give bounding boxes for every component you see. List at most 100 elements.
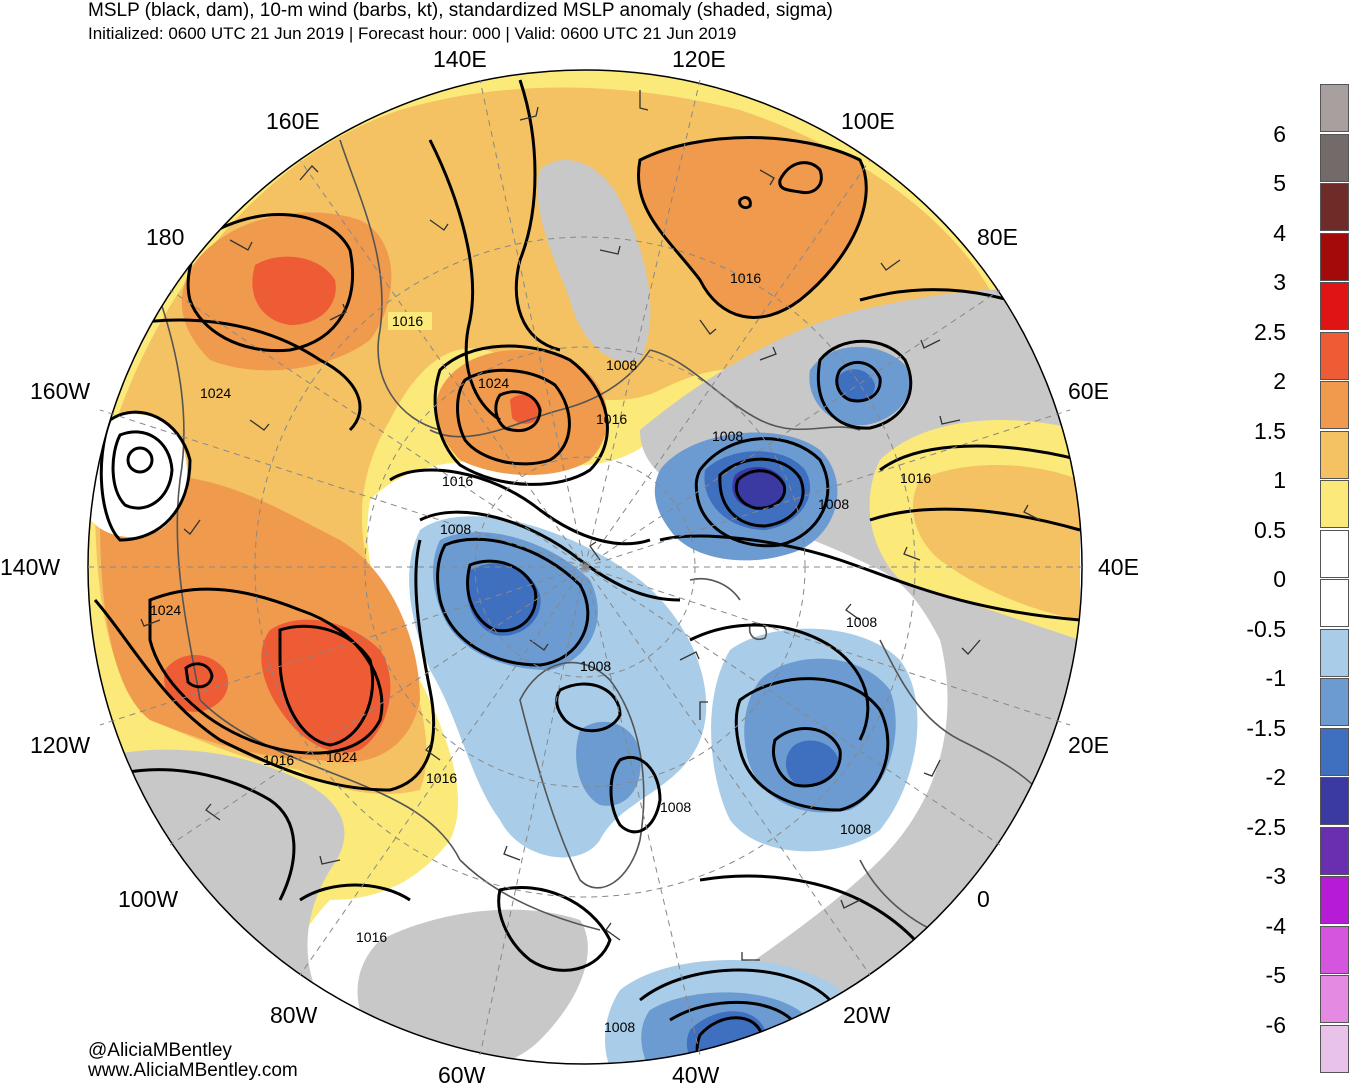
isobar-label: 1024 (326, 749, 357, 765)
colorbar-label: 2 (1273, 368, 1286, 394)
lon-label-80w: 80W (270, 1002, 318, 1028)
lon-label-140e: 140E (433, 46, 487, 72)
colorbar-label: 2.5 (1254, 318, 1286, 345)
anomaly-neg-1-5-greenland (466, 563, 541, 636)
colorbar-label: -1.5 (1246, 714, 1286, 741)
isobar-label: 1016 (442, 473, 473, 489)
isobar-label: 1008 (580, 658, 611, 674)
anomaly-gray-canada (88, 749, 345, 1064)
colorbar-label: -2.5 (1246, 813, 1286, 840)
anomaly-neg-1-baffin (576, 721, 641, 806)
lon-label-40w: 40W (672, 1062, 720, 1088)
isobar-label: 1008 (846, 614, 877, 630)
colorbar-swatch (1320, 232, 1349, 281)
isobar-label: 1016 (263, 752, 294, 768)
colorbar-swatch (1320, 975, 1349, 1023)
isobar-label: 1016 (356, 929, 387, 945)
anomaly-gray-laptev (537, 160, 651, 362)
colorbar-label: -0.5 (1246, 615, 1286, 642)
colorbar-swatch (1320, 84, 1349, 132)
anomaly-neg-2-barents (732, 466, 786, 509)
anomaly-pos-1-scandinavia (912, 465, 1080, 620)
colorbar-label: 0 (1273, 566, 1286, 592)
lon-label-80e: 80E (977, 224, 1018, 250)
polar-map: 1016 1008 1016 1024 1016 1024 1008 1016 … (87, 69, 1083, 1065)
lon-label-0: 0 (977, 886, 990, 912)
colorbar-swatch (1320, 727, 1349, 776)
credit-handle: @AliciaMBentley (88, 1040, 232, 1061)
colorbar-swatch (1320, 282, 1349, 330)
colorbar-label: 0.5 (1254, 516, 1286, 543)
lon-label-160w: 160W (30, 378, 91, 404)
lon-label-40e: 40E (1098, 554, 1139, 580)
lon-label-100w: 100W (118, 886, 179, 912)
colorbar-swatch (1320, 628, 1349, 677)
lon-label-140w: 140W (0, 554, 61, 580)
colorbar-label: 1 (1273, 467, 1286, 493)
isobar-label: 1024 (200, 385, 231, 401)
lon-label-20w: 20W (843, 1002, 891, 1028)
colorbar-label: -5 (1265, 962, 1286, 988)
isobar-label: 1016 (392, 313, 423, 329)
anomaly-pos-2-west-small (164, 655, 229, 712)
anomaly-pos-2-west (261, 619, 391, 753)
anomaly-neg-1-5-kara-low (837, 369, 875, 402)
isobar-label: 1008 (604, 1019, 635, 1035)
lon-label-120w: 120W (30, 732, 91, 758)
colorbar-swatch (1320, 925, 1349, 974)
colorbar-label: 1.5 (1254, 417, 1286, 444)
colorbar-label: 4 (1273, 219, 1286, 246)
isobar-label: 1008 (660, 799, 691, 815)
lon-label-20e: 20E (1068, 732, 1109, 758)
isobar-label: 1016 (596, 411, 627, 427)
graticule (88, 79, 1082, 1056)
isobar-label: 1008 (840, 821, 871, 837)
isobar-label: 1016 (426, 770, 457, 786)
colorbar-swatch (1320, 133, 1349, 182)
lon-label-160e: 160E (266, 108, 320, 134)
colorbar-swatch (1320, 876, 1349, 924)
isobar-label: 1024 (478, 375, 509, 391)
anomaly-pos-2-arctic-high (510, 394, 542, 424)
colorbar-swatch (1320, 480, 1349, 528)
colorbar-swatch (1320, 430, 1349, 479)
lon-label-60e: 60E (1068, 378, 1109, 404)
isobar-label: 1008 (440, 521, 471, 537)
anomaly-gray-atlantic (357, 909, 588, 1064)
colorbar-label: -1 (1265, 665, 1286, 691)
chart-subtitle: Initialized: 0600 UTC 21 Jun 2019 | Fore… (88, 24, 737, 43)
isobar-label: 1024 (150, 602, 181, 618)
colorbar-swatch (1320, 381, 1349, 429)
isobar-label: 1008 (818, 496, 849, 512)
isobars (93, 79, 1081, 1064)
colorbar-label: -3 (1265, 863, 1286, 889)
credit-website: www.AliciaMBentley.com (88, 1060, 298, 1081)
wind-barbs (140, 81, 1041, 961)
colorbar-swatch (1320, 826, 1349, 875)
colorbar-label: -6 (1265, 1011, 1286, 1038)
anomaly-pos-2-siberia (252, 256, 336, 325)
colorbar-label: 5 (1273, 170, 1286, 196)
lon-label-60w: 60W (438, 1062, 486, 1088)
isobar-label: 1016 (730, 270, 761, 286)
colorbar-label: 3 (1273, 269, 1286, 295)
colorbar-swatch (1320, 529, 1349, 578)
colorbar-swatch (1320, 1024, 1349, 1073)
colorbar-swatch (1320, 331, 1349, 380)
colorbar-label: 6 (1273, 120, 1286, 147)
isobar-label: 1008 (712, 428, 743, 444)
anomaly-neutral-pacific-high (88, 414, 187, 538)
chart-title: MSLP (black, dam), 10-m wind (barbs, kt)… (88, 0, 833, 21)
lon-label-180: 180 (146, 224, 185, 250)
anomaly-neg-1-5-iceland (785, 740, 839, 787)
lon-label-120e: 120E (672, 46, 726, 72)
colorbar-label: -4 (1265, 912, 1286, 939)
lon-label-100e: 100E (841, 108, 895, 134)
isobar-label: 1016 (900, 470, 931, 486)
colorbar-swatch (1320, 579, 1349, 627)
colorbar-swatch (1320, 183, 1349, 231)
isobar-label: 1008 (606, 357, 637, 373)
colorbar-label: -2 (1265, 764, 1286, 790)
colorbar-swatch (1320, 678, 1349, 726)
colorbar-swatch (1320, 777, 1349, 825)
